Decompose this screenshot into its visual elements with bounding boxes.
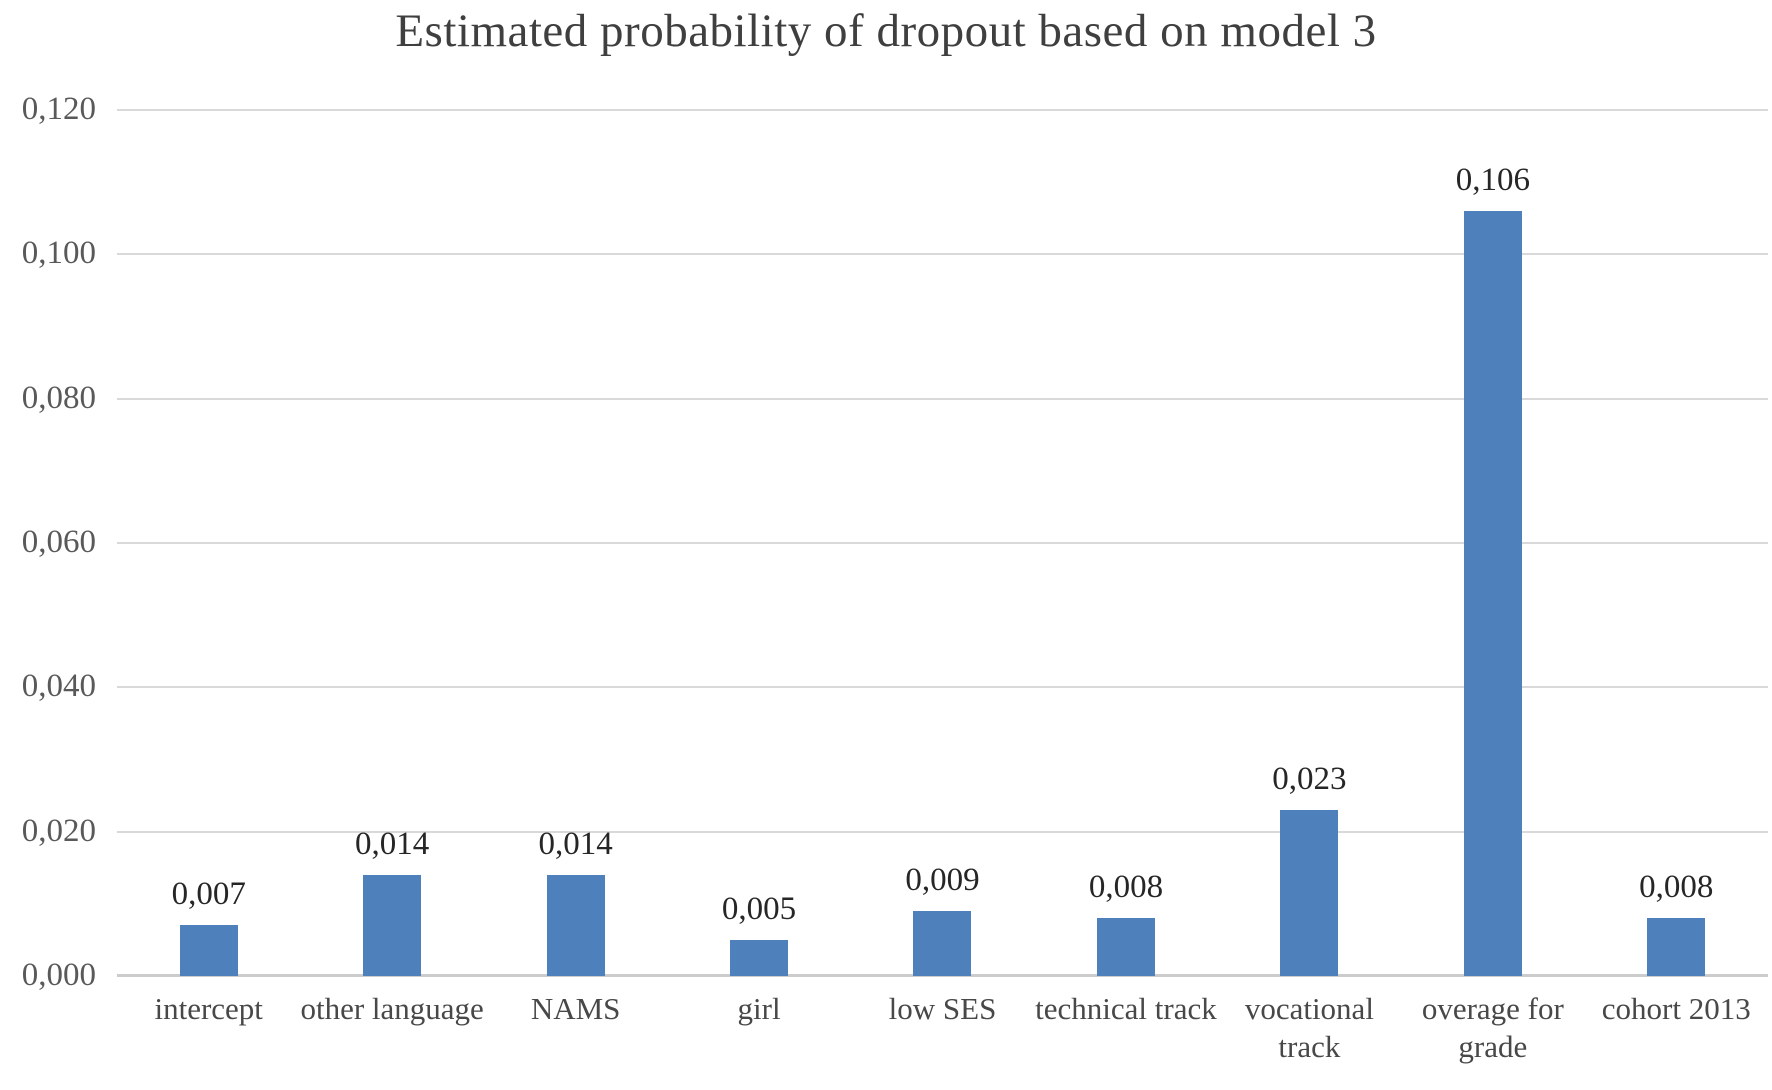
x-axis-label: low SES xyxy=(888,991,997,1026)
y-tick-label: 0,000 xyxy=(21,957,96,993)
bar-value-label: 0,007 xyxy=(171,876,246,913)
bar-slot: 0,008 xyxy=(1034,110,1217,976)
bar-slot: 0,023 xyxy=(1218,110,1401,976)
bar-slot: 0,009 xyxy=(851,110,1034,976)
gridline xyxy=(117,109,1768,111)
y-tick-label: 0,120 xyxy=(21,91,96,127)
bar xyxy=(1096,918,1155,976)
bar-slot: 0,008 xyxy=(1585,110,1768,976)
bar xyxy=(1463,211,1522,976)
y-tick-label: 0,020 xyxy=(21,812,96,849)
bar xyxy=(1647,918,1706,976)
gridline xyxy=(117,542,1768,544)
gridline xyxy=(117,397,1768,400)
bar xyxy=(546,874,605,976)
chart-title: Estimated probability of dropout based o… xyxy=(395,5,1377,57)
bar-value-label: 0,014 xyxy=(355,825,430,862)
gridline xyxy=(117,830,1768,833)
bar xyxy=(179,925,238,976)
y-tick-label: 0,100 xyxy=(21,235,96,272)
bar-slot: 0,106 xyxy=(1401,110,1584,976)
bar-value-label: 0,008 xyxy=(1088,869,1164,906)
x-axis-label: girl xyxy=(737,991,781,1026)
bar-slot: 0,014 xyxy=(300,110,483,976)
x-axis-label: overage for grade xyxy=(1421,991,1564,1064)
x-axis-label: cohort 2013 xyxy=(1601,991,1751,1026)
y-tick-label: 0,060 xyxy=(21,524,96,560)
bar xyxy=(730,939,789,976)
bar-value-label: 0,008 xyxy=(1639,869,1714,906)
x-axis-label: technical track xyxy=(1035,991,1217,1026)
bar-value-label: 0,106 xyxy=(1455,162,1530,199)
bar xyxy=(363,874,422,976)
bar-slot: 0,014 xyxy=(484,110,667,976)
x-axis-label: NAMS xyxy=(530,991,621,1026)
gridline xyxy=(117,686,1768,689)
x-axis-label: vocational track xyxy=(1244,991,1374,1064)
bar-value-label: 0,023 xyxy=(1272,761,1347,798)
bar-slot: 0,005 xyxy=(667,110,850,976)
bar-value-label: 0,005 xyxy=(721,890,797,927)
bar-slot: 0,007 xyxy=(117,110,300,976)
y-tick-label: 0,040 xyxy=(21,668,96,705)
bar xyxy=(913,911,972,976)
bar xyxy=(1280,810,1339,976)
plot-area: 0,007 0,014 0,014 0,005 0,009 0,008 0,023 0,106… xyxy=(22,93,1768,1064)
y-tick-label: 0,080 xyxy=(21,379,96,416)
x-axis-label: other language xyxy=(300,991,484,1026)
bar-value-label: 0,014 xyxy=(538,825,613,862)
gridline xyxy=(117,253,1768,256)
x-axis-label: intercept xyxy=(154,991,263,1026)
bar-value-label: 0,009 xyxy=(905,862,980,899)
